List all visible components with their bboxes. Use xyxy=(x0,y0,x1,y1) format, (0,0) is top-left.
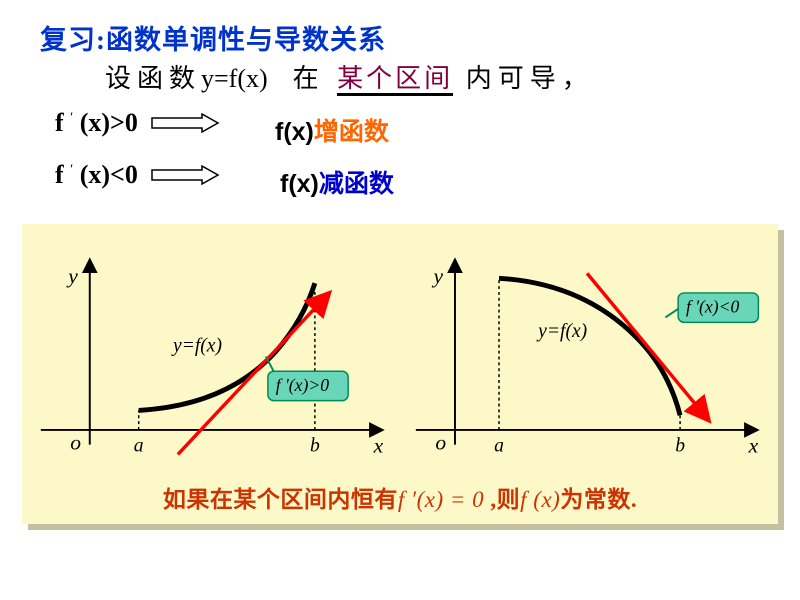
svg-text:f '(x)<0: f '(x)<0 xyxy=(686,297,740,317)
bottom-eq: f ′(x) = 0 xyxy=(398,487,484,512)
review-title: 复习:函数单调性与导数关系 xyxy=(40,18,386,57)
origin-label: o xyxy=(70,431,81,455)
b-label: b xyxy=(675,435,685,456)
origin-label: o xyxy=(435,431,446,455)
subtitle-interval: 某个区间 xyxy=(337,64,453,96)
b-label: b xyxy=(310,435,320,456)
result-fx-1: f(x) xyxy=(275,118,314,146)
subtitle: 设函数y=f(x) 在 某个区间 内可导， xyxy=(105,58,594,95)
svg-text:f '(x)>0: f '(x)>0 xyxy=(276,375,330,395)
diagram-panel: o x y a b y=f(x) f '(x)>0 xyxy=(22,224,778,524)
badge-fprime-positive: f '(x)>0 xyxy=(266,357,348,401)
bottom-mid: ,则 xyxy=(484,487,520,512)
subtitle-fn: y=f(x) xyxy=(201,64,268,93)
cond2-lhs: f ′ (x)<0 xyxy=(55,160,138,189)
badge-fprime-negative: f '(x)<0 xyxy=(665,293,758,322)
increasing-word: 增函数 xyxy=(314,119,389,146)
a-label: a xyxy=(134,435,144,456)
condition-positive: f ′ (x)>0 xyxy=(55,108,230,140)
x-axis-label: x xyxy=(373,433,384,457)
cond1-lhs: f ′ (x)>0 xyxy=(55,108,138,137)
fn-label-left: y=f(x) xyxy=(171,336,222,357)
bottom-fx: f (x) xyxy=(520,487,560,512)
bottom-prefix: 如果在某个区间内恒有 xyxy=(163,487,398,512)
curve-decreasing xyxy=(499,278,680,415)
implies-arrow-icon xyxy=(150,162,220,192)
a-label: a xyxy=(494,435,504,456)
subtitle-mid: 在 xyxy=(293,64,325,93)
slide: 复习:函数单调性与导数关系 设函数y=f(x) 在 某个区间 内可导， f ′ … xyxy=(0,0,800,600)
chart-decreasing: o x y a b y=f(x) f '(x)<0 xyxy=(412,244,772,474)
subtitle-suffix: 内可导， xyxy=(466,64,594,93)
decreasing-word: 减函数 xyxy=(319,171,394,198)
result-fx-2: f(x) xyxy=(280,170,319,198)
result-decreasing: f(x)减函数 xyxy=(280,164,394,200)
y-axis-label: y xyxy=(66,264,78,288)
y-axis-label: y xyxy=(431,264,443,288)
implies-arrow-icon xyxy=(150,110,220,140)
subtitle-prefix: 设函数 xyxy=(105,64,201,93)
bottom-suffix: 为常数. xyxy=(560,487,637,512)
condition-negative: f ′ (x)<0 xyxy=(55,160,230,192)
result-increasing: f(x)增函数 xyxy=(275,112,389,148)
constant-note: 如果在某个区间内恒有f ′(x) = 0 ,则f (x)为常数. xyxy=(22,480,778,514)
chart-increasing: o x y a b y=f(x) f '(x)>0 xyxy=(37,244,397,474)
fn-label-right: y=f(x) xyxy=(536,321,587,342)
x-axis-label: x xyxy=(748,433,759,457)
